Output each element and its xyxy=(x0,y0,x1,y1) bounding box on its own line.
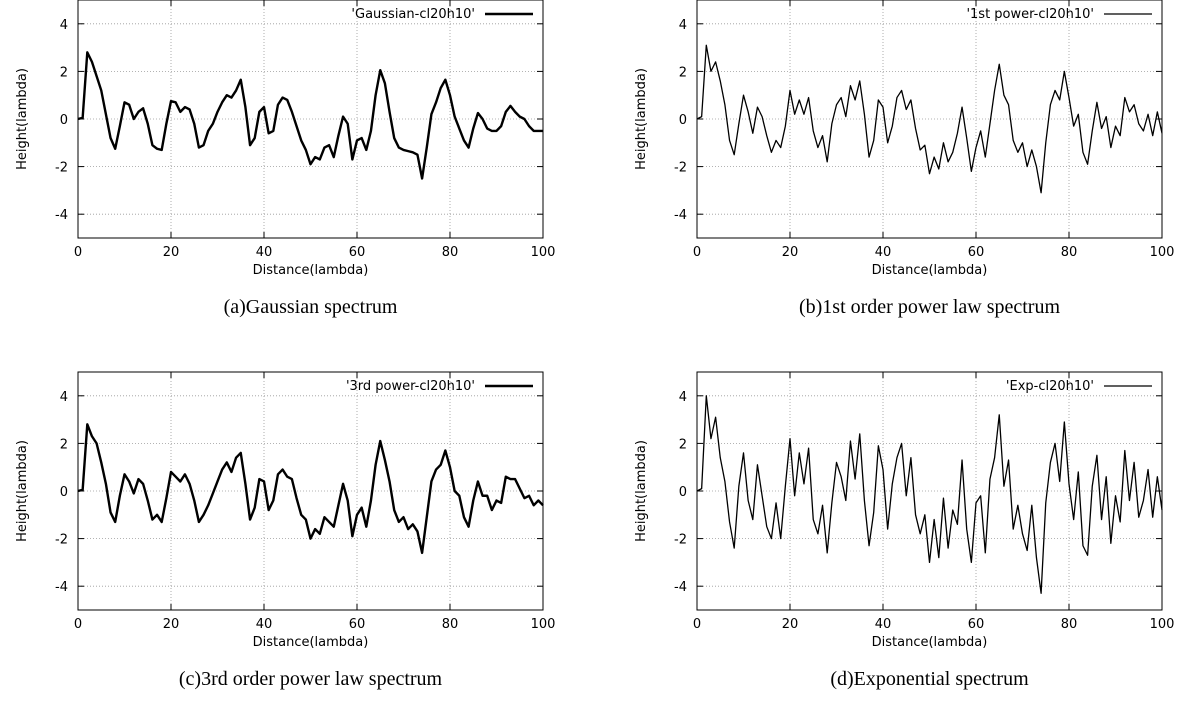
chart-svg-3rd-power: 0 20 40 60 80 100 -4 -2 0 2 4 Distance(lambda) Heigh… xyxy=(15,371,556,650)
y-tick-label: -2 xyxy=(674,161,687,176)
chart-caption-3rd-power: (c)3rd order power law spectrum xyxy=(178,668,443,690)
y-tick-label: 4 xyxy=(679,18,687,33)
x-tick-label: 60 xyxy=(968,245,985,260)
series-line xyxy=(77,51,543,180)
legend-label: '1st power-cl20h10' xyxy=(966,7,1094,22)
x-tick-label: 40 xyxy=(256,617,273,632)
chart-svg-exponential: 0 20 40 60 80 100 -4 -2 0 2 4 Distance(lambda) Heigh… xyxy=(634,371,1175,650)
x-tick-label: 0 xyxy=(74,245,82,260)
x-tick-label: 20 xyxy=(782,617,799,632)
x-tick-label: 40 xyxy=(875,245,892,260)
x-tick-label: 40 xyxy=(875,617,892,632)
y-tick-label: -2 xyxy=(55,161,68,176)
y-tick-label: 2 xyxy=(60,65,68,80)
x-tick-label: 100 xyxy=(1150,245,1175,260)
chart-panel-1st-power: 0 20 40 60 80 100 -4 -2 0 2 4 Distance(lambda) Heigh… xyxy=(595,0,1190,352)
chart-panel-gaussian: 0 20 40 60 80 100 -4 -2 0 2 4 Distance(lambda) Heigh… xyxy=(0,0,595,352)
x-tick-label: 80 xyxy=(442,617,459,632)
x-tick-label: 100 xyxy=(531,245,556,260)
x-tick-label: 60 xyxy=(349,245,366,260)
x-tick-label: 0 xyxy=(74,617,82,632)
x-tick-label: 0 xyxy=(693,245,701,260)
x-tick-label: 80 xyxy=(1061,245,1078,260)
chart-svg-gaussian: 0 20 40 60 80 100 -4 -2 0 2 4 Distance(lambda) Heigh… xyxy=(15,0,556,278)
x-tick-label: 80 xyxy=(1061,617,1078,632)
y-tick-label: -2 xyxy=(55,533,68,548)
y-tick-label: -4 xyxy=(55,208,68,223)
x-tick-label: 60 xyxy=(968,617,985,632)
chart-caption-1st-power: (b)1st order power law spectrum xyxy=(798,296,1061,318)
chart-panel-exponential: 0 20 40 60 80 100 -4 -2 0 2 4 Distance(lambda) Heigh… xyxy=(595,352,1190,704)
y-axis-label: Height(lambda) xyxy=(634,440,649,542)
x-tick-label: 20 xyxy=(163,245,180,260)
y-tick-label: 0 xyxy=(60,113,68,128)
x-axis-label: Distance(lambda) xyxy=(253,263,369,278)
y-tick-label: -2 xyxy=(674,533,687,548)
y-tick-label: 2 xyxy=(60,437,68,452)
x-axis-label: Distance(lambda) xyxy=(253,635,369,650)
x-tick-label: 60 xyxy=(349,617,366,632)
x-tick-label: 20 xyxy=(782,245,799,260)
series-line xyxy=(696,395,1163,594)
y-axis-label: Height(lambda) xyxy=(15,440,30,542)
x-tick-label: 100 xyxy=(1150,617,1175,632)
x-axis-label: Distance(lambda) xyxy=(872,263,988,278)
legend-label: '3rd power-cl20h10' xyxy=(346,379,475,394)
series-line xyxy=(77,423,544,555)
x-tick-label: 100 xyxy=(531,617,556,632)
x-tick-label: 80 xyxy=(442,245,459,260)
y-tick-label: 0 xyxy=(679,485,687,500)
chart-caption-exponential: (d)Exponential spectrum xyxy=(830,668,1029,690)
y-axis-label: Height(lambda) xyxy=(634,68,649,170)
x-tick-label: 0 xyxy=(693,617,701,632)
y-tick-label: 2 xyxy=(679,65,687,80)
chart-caption-gaussian: (a)Gaussian spectrum xyxy=(223,296,398,318)
y-tick-label: 0 xyxy=(60,485,68,500)
y-tick-label: 4 xyxy=(60,390,68,405)
x-axis-label: Distance(lambda) xyxy=(872,635,988,650)
y-tick-label: -4 xyxy=(674,208,687,223)
y-tick-label: -4 xyxy=(674,580,687,595)
chart-panel-3rd-power: 0 20 40 60 80 100 -4 -2 0 2 4 Distance(lambda) Heigh… xyxy=(0,352,595,704)
y-tick-label: 4 xyxy=(679,390,687,405)
y-tick-label: 4 xyxy=(60,18,68,33)
legend-label: 'Exp-cl20h10' xyxy=(1006,379,1094,394)
x-tick-label: 40 xyxy=(256,245,273,260)
legend-label: 'Gaussian-cl20h10' xyxy=(351,7,475,22)
y-tick-label: 2 xyxy=(679,437,687,452)
chart-svg-1st-power: 0 20 40 60 80 100 -4 -2 0 2 4 Distance(lambda) Heigh… xyxy=(634,0,1175,278)
x-tick-label: 20 xyxy=(163,617,180,632)
y-tick-label: 0 xyxy=(679,113,687,128)
y-axis-label: Height(lambda) xyxy=(15,68,30,170)
series-line xyxy=(696,44,1163,194)
y-tick-label: -4 xyxy=(55,580,68,595)
